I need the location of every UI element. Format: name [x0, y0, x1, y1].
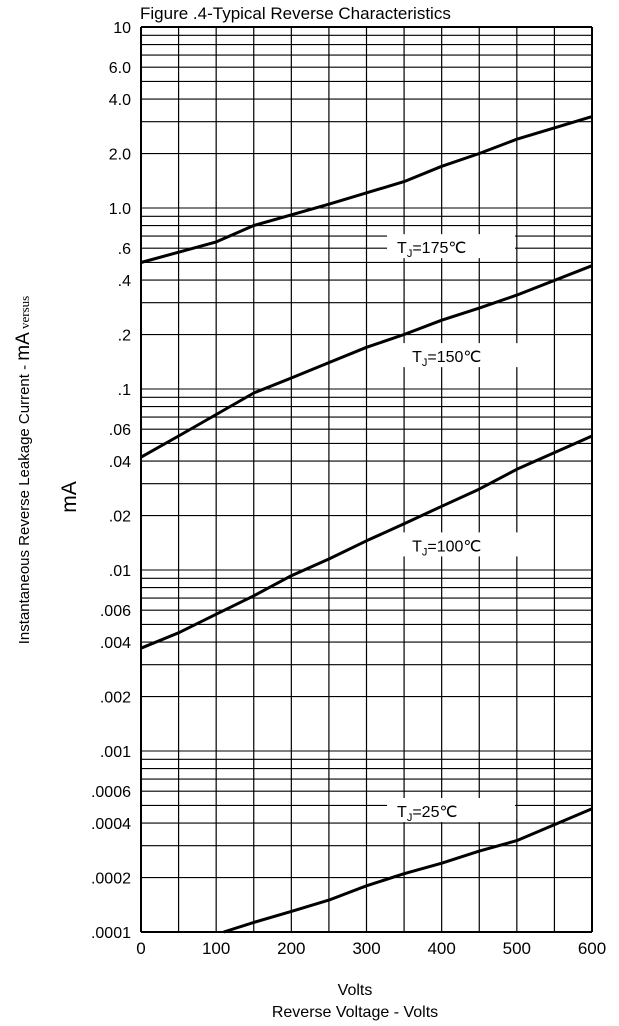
- series-label-3: TJ=100℃: [412, 538, 481, 558]
- y-tick-label: 1.0: [109, 201, 131, 218]
- y-tick-label: .1: [118, 382, 131, 399]
- series-label-subscript: J: [407, 812, 413, 824]
- y-tick-label: .0002: [91, 871, 131, 888]
- x-tick-label: 100: [202, 939, 230, 958]
- grid-lines: [140, 26, 593, 933]
- y-tick-label: 10: [113, 20, 131, 37]
- x-tick-labels: 0 100 200 300 400 500 600: [136, 939, 606, 958]
- series-label-4: TJ=25℃: [397, 804, 457, 824]
- y-tick-label: .0006: [91, 784, 131, 801]
- x-tick-label: 500: [503, 939, 531, 958]
- x-tick-label: 300: [352, 939, 380, 958]
- x-tick-label: 200: [277, 939, 305, 958]
- series-line-4: [223, 807, 593, 934]
- y-tick-label: .4: [118, 273, 131, 290]
- chart-title: Figure .4-Typical Reverse Characteristic…: [140, 4, 451, 23]
- series-label-t: T: [397, 804, 407, 821]
- y-tick-label: .0001: [91, 925, 131, 942]
- series-label-t: T: [412, 538, 422, 555]
- series-label-value: =25℃: [412, 804, 457, 821]
- y-tick-label: .02: [109, 509, 131, 526]
- y-tick-label: .2: [118, 328, 131, 345]
- series-label-2: TJ=150℃: [412, 349, 481, 369]
- series-label-background: [402, 343, 531, 368]
- y-tick-label: .0004: [91, 816, 131, 833]
- x-tick-label: 400: [427, 939, 455, 958]
- series-label-t: T: [397, 240, 407, 257]
- series-label-subscript: J: [422, 357, 428, 369]
- x-tick-label: 600: [578, 939, 606, 958]
- y-tick-label: 4.0: [109, 92, 131, 109]
- series-label-value: =150℃: [427, 349, 481, 366]
- x-axis-label-secondary: Reverse Voltage - Volts: [271, 1004, 439, 1021]
- series-line-3: [140, 434, 593, 650]
- x-tick-label: 0: [136, 939, 145, 958]
- series-label-1: TJ=175℃: [397, 240, 466, 260]
- series-label-value: =100℃: [427, 538, 481, 555]
- y-tick-label: 2.0: [109, 147, 131, 164]
- y-tick-label: .001: [100, 744, 131, 761]
- series-label-t: T: [412, 349, 422, 366]
- series-label-background: [402, 532, 531, 557]
- series-label-background: [387, 234, 516, 259]
- x-axis-label: Volts: [337, 982, 373, 999]
- series-labels: TJ=175℃TJ=150℃TJ=100℃TJ=25℃: [387, 234, 531, 824]
- series-label-value: =175℃: [412, 240, 466, 257]
- series-label-subscript: J: [407, 248, 413, 260]
- y-tick-label: .04: [109, 454, 131, 471]
- y-tick-label: .006: [100, 603, 131, 620]
- series-label-background: [387, 798, 516, 823]
- y-tick-label: .01: [109, 563, 131, 580]
- y-tick-label: .06: [109, 422, 131, 439]
- series-lines: [140, 115, 593, 934]
- y-tick-labels: 10 6.0 4.0 2.0 1.0 .6 .4 .2 .1 .06 .04 .02 .01 .006 .0…: [91, 20, 131, 942]
- y-tick-label: .002: [100, 690, 131, 707]
- y-tick-label: .6: [118, 241, 131, 258]
- series-line-1: [140, 115, 593, 264]
- y-tick-label: .004: [100, 635, 131, 652]
- series-label-subscript: J: [422, 546, 428, 558]
- y-tick-label: 6.0: [109, 60, 131, 77]
- series-line-2: [140, 264, 593, 459]
